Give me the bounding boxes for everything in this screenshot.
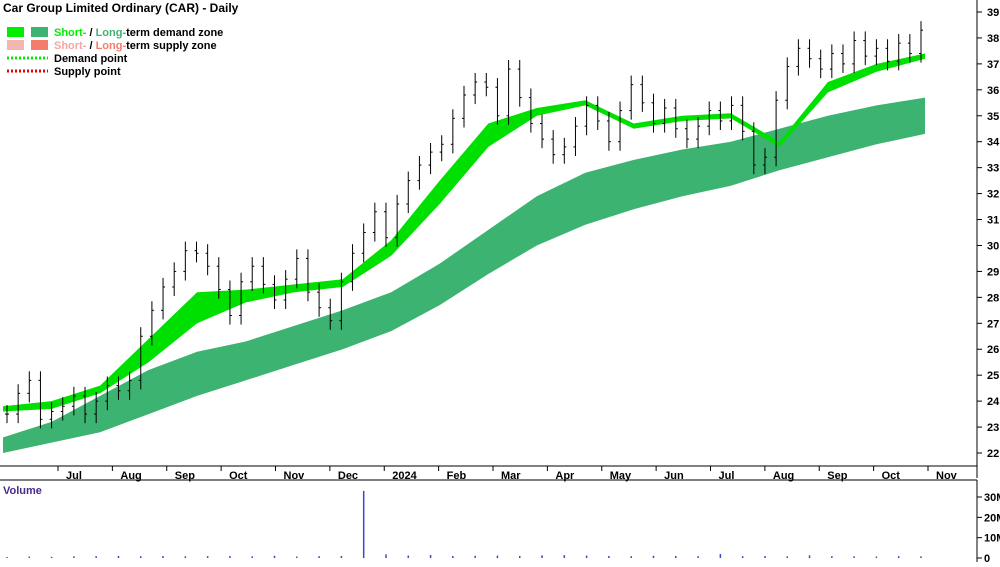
long-term-demand-zone [3,97,925,453]
long-term-demand-band [3,97,925,453]
x-tick-label: Dec [338,470,358,482]
legend-label: Demand point [54,53,128,65]
x-tick-label: Oct [882,470,901,482]
legend-swatch-short [7,40,24,50]
y-tick-label: 28 [987,292,999,304]
legend-swatch-long [31,40,48,50]
y-tick-label: 22 [987,448,999,460]
x-tick-label: Sep [827,470,847,482]
y-tick-label: 25 [987,370,999,382]
x-tick-label: 2024 [392,470,417,482]
volume-tick-label: 20M [984,512,1000,524]
axes [0,0,978,562]
legend-label: Short- / Long-term demand zone [54,27,223,39]
volume-y-ticks: 0 10M 20M 30M [977,492,1000,565]
x-tick-label: Jul [66,470,82,482]
legend-label: Short- / Long-term supply zone [54,40,217,52]
legend-label-part: term demand zone [126,27,223,39]
legend-swatch-short [7,27,24,37]
y-tick-label: 38 [987,33,999,45]
x-tick-label: Mar [501,470,521,482]
y-tick-label: 36 [987,85,999,97]
short-term-demand-band [3,53,925,412]
legend-label-part: Short- [54,40,87,52]
volume-label: Volume [3,485,42,497]
x-tick-label: Feb [447,470,467,482]
legend-label-part: term supply zone [126,40,216,52]
y-tick-label: 26 [987,344,999,356]
legend-label-part: Long- [96,40,127,52]
legend-label-part: Supply point [54,66,121,78]
price-y-ticks: 22 23 24 25 26 27 28 29 30 31 32 33 34 35 36 37 38 39 [977,7,1000,460]
legend-label: Supply point [54,66,121,78]
volume-bars [6,490,922,558]
y-tick-label: 33 [987,163,999,175]
legend-swatch-long [31,27,48,37]
x-tick-label: Nov [936,470,958,482]
short-term-demand-zone [3,53,925,412]
legend-label-part: Long- [96,27,127,39]
legend-label-part: Demand point [54,53,128,65]
x-ticks: Jul Aug Sep Oct Nov Dec 2024 Feb Mar Apr May Jun Jul… [57,466,958,482]
legend-label-part: / [86,27,95,39]
x-tick-label: May [610,470,632,482]
price-bars [5,21,923,429]
y-tick-label: 37 [987,59,999,71]
y-tick-label: 27 [987,318,999,330]
x-tick-label: Aug [773,470,794,482]
y-tick-label: 34 [987,137,1000,149]
y-tick-label: 32 [987,189,999,201]
y-tick-label: 39 [987,7,999,19]
x-tick-label: Apr [555,470,575,482]
volume-tick-label: 0 [984,553,990,562]
x-tick-label: Nov [284,470,306,482]
chart-title: Car Group Limited Ordinary (CAR) - Daily [3,1,239,15]
x-tick-label: Jun [664,470,684,482]
y-tick-label: 29 [987,266,999,278]
y-tick-label: 35 [987,111,999,123]
x-tick-label: Sep [175,470,195,482]
y-tick-label: 31 [987,215,999,227]
x-tick-label: Oct [229,470,248,482]
y-tick-label: 24 [987,396,1000,408]
legend-label-part: Short- [54,27,87,39]
volume-tick-label: 10M [984,533,1000,545]
volume-tick-label: 30M [984,492,1000,504]
y-tick-label: 23 [987,422,999,434]
x-tick-label: Aug [120,470,141,482]
x-tick-label: Jul [719,470,735,482]
y-tick-label: 30 [987,240,999,252]
legend-label-part: / [86,40,95,52]
